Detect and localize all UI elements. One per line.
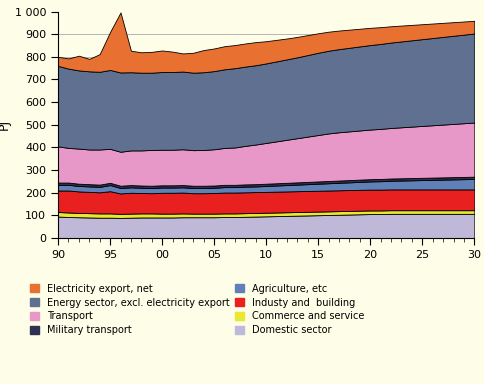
Y-axis label: PJ: PJ	[0, 119, 11, 130]
Legend: Electricity export, net, Energy sector, excl. electricity export, Transport, Mil: Electricity export, net, Energy sector, …	[30, 284, 364, 335]
